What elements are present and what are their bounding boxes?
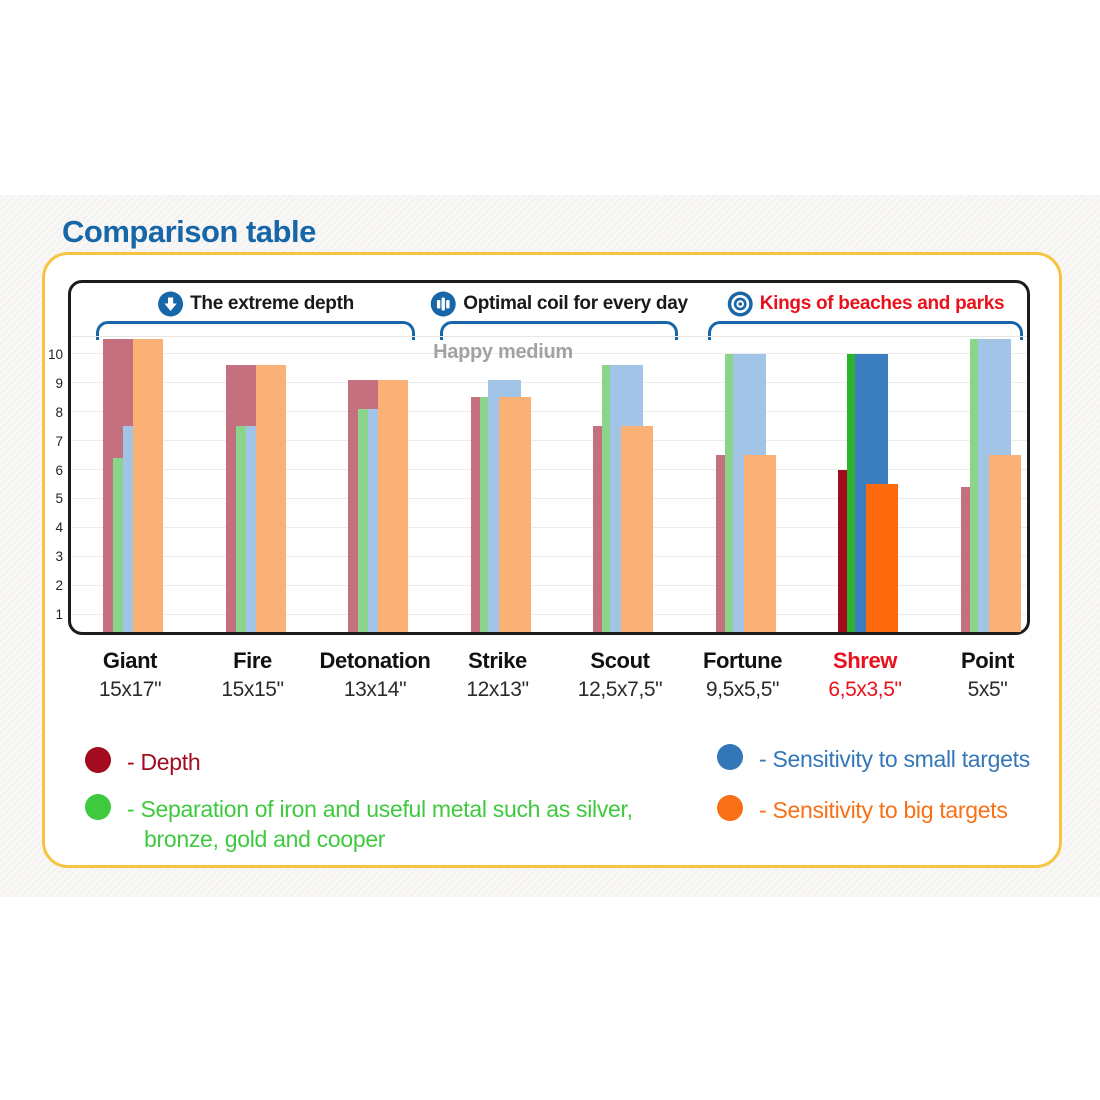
bar-strike-depth [470,397,482,632]
bar-giant-big [133,339,163,632]
legend-dot-big-targets [717,795,743,821]
category-name: Fire [233,648,272,673]
legend-dot-separation [85,794,111,820]
group-header-label: Kings of beaches and parks [759,293,1005,314]
bar-fortune-depth [715,455,727,632]
bar-fire-separation [235,426,246,632]
plot-area: Happy medium [71,336,1027,632]
category-label-point: Point 5x5" [961,648,1014,702]
category-size: 6,5x3,5" [828,678,902,701]
gridline-9 [71,382,1027,384]
category-label-fire: Fire 15x15" [221,648,284,702]
bar-point-big [988,455,1021,632]
category-label-shrew: Shrew 6,5x3,5" [828,648,902,702]
category-name: Giant [102,648,158,673]
legend-label-separation: - Separation of iron and useful metal su… [127,796,633,852]
bar-scout-depth [593,426,604,632]
bar-fire-big [255,365,286,632]
group-header-label: Optimal coil for every day [463,293,688,314]
gridline-10 [71,353,1027,355]
bar-giant-separation [113,457,123,632]
category-label-fortune: Fortune 9,5x5,5" [703,648,782,702]
category-label-strike: Strike 12x13" [466,648,529,702]
chart-area: The extreme depth Optimal coil for every … [68,280,1030,635]
legend-label-big-targets: - Sensitivity to big targets [759,797,1008,823]
y-tick-7: 7 [55,433,63,449]
legend-item-small-targets: - Sensitivity to small targets [717,744,1030,774]
bar-detonation-separation [358,408,368,632]
group-bracket-1 [96,321,415,340]
category-name: Shrew [832,648,898,673]
bar-shrew-big [866,483,898,632]
category-size: 15x17" [98,678,162,701]
bar-fire-small [245,426,256,632]
legend-dot-small-targets [717,744,743,770]
y-tick-2: 2 [55,578,63,594]
category-name: Detonation [319,648,431,673]
legend-dot-depth [85,747,111,773]
bar-point-depth [960,486,972,632]
group-header-3: Kings of beaches and parks [727,291,1005,317]
category-name: Strike [468,648,527,673]
category-size: 13x14" [343,678,407,701]
category-name: Fortune [702,648,783,673]
gridline-2 [71,584,1027,586]
gridline-5 [71,497,1027,499]
bar-point-separation [969,339,981,632]
legend-item-depth: - Depth [85,747,204,777]
group-header-label: The extreme depth [190,293,354,314]
group-bracket-3 [708,321,1023,340]
gridline-6 [71,469,1027,470]
category-label-scout: Scout 12,5x7,5" [577,648,663,702]
bar-strike-separation [479,397,491,632]
bar-chart-icon [430,291,456,317]
group-header-1: The extreme depth [157,291,354,317]
bar-fortune-big [743,455,776,632]
category-size: 5x5" [967,678,1008,701]
category-size: 15x15" [221,678,284,701]
legend-label-small-targets: - Sensitivity to small targets [759,746,1030,772]
y-tick-1: 1 [55,607,63,622]
bar-scout-separation [602,365,613,632]
y-tick-6: 6 [55,462,63,478]
category-size: 12x13" [466,678,529,701]
gridline-1 [71,613,1027,615]
category-label-detonation: Detonation 13x14" [320,648,431,702]
gridline-4 [71,526,1027,528]
bar-giant-small [123,426,133,632]
legend-item-separation: - Separation of iron and useful metal su… [85,794,704,854]
group-bracket-2 [440,321,678,340]
bar-shrew-depth [838,469,849,632]
y-tick-4: 4 [55,520,63,536]
bar-shrew-separation [847,353,858,632]
bar-scout-big [621,426,653,632]
y-tick-5: 5 [55,491,63,507]
bar-strike-big [498,397,531,632]
y-tick-8: 8 [55,404,63,420]
bar-fortune-separation [724,353,736,632]
bar-detonation-big [378,379,408,632]
gridline-8 [71,411,1027,413]
happy-medium-label: Happy medium [433,341,573,363]
category-name: Point [961,648,1014,673]
category-size: 9,5x5,5" [705,678,780,701]
arrow-down-icon [157,291,183,317]
y-tick-10: 10 [47,346,63,362]
group-header-2: Optimal coil for every day [430,291,688,317]
page-title: Comparison table [62,214,316,249]
gridline-3 [71,555,1027,557]
gridline-7 [71,440,1027,442]
y-tick-3: 3 [55,549,63,565]
bullseye-icon [727,291,753,317]
legend-item-big-targets: - Sensitivity to big targets [717,795,1008,825]
category-name: Scout [590,648,650,673]
bar-detonation-small [368,408,378,632]
category-label-giant: Giant 15x17" [98,648,162,702]
category-size: 12,5x7,5" [577,678,663,701]
legend-label-depth: - Depth [127,749,201,775]
y-tick-9: 9 [55,375,63,391]
